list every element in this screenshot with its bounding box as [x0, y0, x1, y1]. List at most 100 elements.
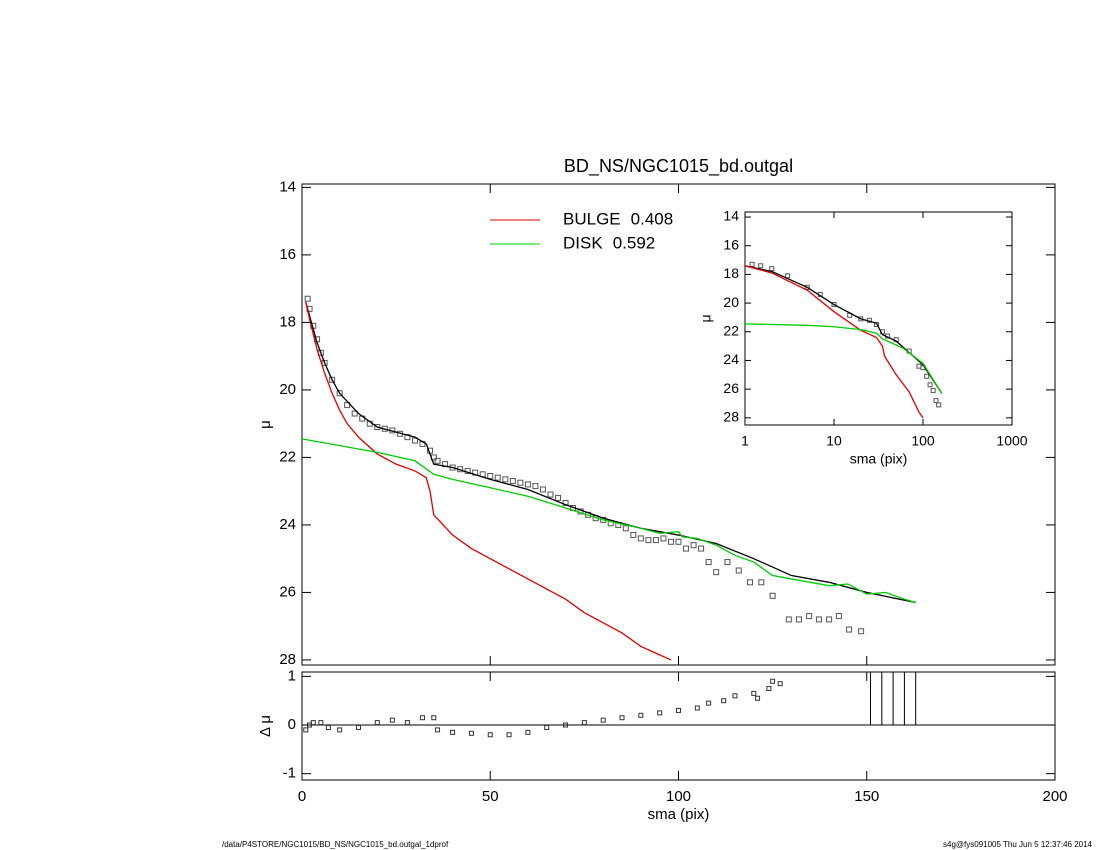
- data-point: [927, 382, 933, 388]
- data-point: [749, 261, 755, 267]
- y-tick-label: 20: [279, 381, 296, 398]
- x-tick-label: 150: [854, 788, 879, 805]
- plot-area: [745, 261, 943, 419]
- data-point: [667, 538, 674, 545]
- model-line: [302, 438, 916, 604]
- data-point: [487, 732, 493, 738]
- data-point: [389, 717, 395, 723]
- data-point: [769, 266, 775, 272]
- data-point: [706, 700, 712, 706]
- legend-value: 0.592: [613, 233, 656, 252]
- data-point: [770, 678, 776, 684]
- data-point: [747, 579, 754, 586]
- data-point: [933, 398, 939, 404]
- plot-area: [302, 295, 916, 661]
- data-point: [419, 715, 425, 721]
- data-point: [563, 722, 569, 728]
- data-point: [450, 729, 456, 735]
- data-point: [304, 295, 311, 302]
- data-point: [303, 727, 309, 733]
- y-tick-label: 22: [279, 448, 296, 465]
- model-line: [305, 301, 672, 661]
- data-point: [435, 727, 441, 733]
- plot-frame: [301, 671, 1056, 781]
- data-point: [310, 720, 316, 726]
- data-point: [815, 616, 822, 623]
- data-point: [337, 727, 343, 733]
- data-point: [858, 628, 865, 635]
- data-point: [724, 559, 731, 566]
- data-point: [675, 538, 682, 545]
- model-line: [745, 323, 943, 394]
- data-point: [846, 626, 853, 633]
- data-point: [637, 535, 644, 542]
- data-point: [936, 402, 942, 408]
- data-point: [468, 730, 474, 736]
- data-point: [698, 545, 705, 552]
- data-point: [509, 478, 516, 485]
- y-axis-label: Δ μ: [257, 715, 274, 737]
- data-point: [544, 724, 550, 730]
- y-tick-label: 24: [279, 516, 296, 533]
- data-point: [555, 494, 562, 501]
- legend-label: BULGE: [563, 209, 621, 228]
- data-point: [657, 710, 663, 716]
- data-point: [758, 579, 765, 586]
- y-tick-label: 1: [288, 667, 296, 684]
- data-point: [660, 535, 667, 542]
- x-tick-label: 0: [298, 788, 306, 805]
- data-point: [777, 681, 783, 687]
- data-point: [751, 690, 757, 696]
- y-tick-label: 24: [723, 351, 739, 367]
- y-tick-label: 14: [723, 208, 739, 224]
- data-point: [831, 302, 837, 308]
- data-point: [581, 720, 587, 726]
- y-tick-label: 0: [288, 716, 296, 733]
- plot-area: [302, 672, 1055, 738]
- x-tick-label: 50: [482, 788, 499, 805]
- x-tick-label: 1: [741, 433, 749, 449]
- data-point: [638, 712, 644, 718]
- data-point: [804, 284, 810, 290]
- data-point: [351, 410, 358, 417]
- data-point: [683, 545, 690, 552]
- data-point: [487, 472, 494, 479]
- chart-title: BD_NS/NGC1015_bd.outgal: [564, 156, 793, 177]
- footer-path: /data/P4STORE/NGC1015/BD_NS/NGC1015_bd.o…: [222, 840, 449, 849]
- data-point: [758, 263, 764, 269]
- data-point: [826, 616, 833, 623]
- legend-value: 0.408: [631, 209, 674, 228]
- data-point: [411, 437, 418, 444]
- footer-stamp: s4g@fys091005 Thu Jun 5 12:37:46 2014: [943, 840, 1093, 849]
- y-tick-label: 22: [723, 322, 739, 338]
- y-tick-label: 16: [279, 246, 296, 263]
- x-tick-label: 10: [826, 433, 842, 449]
- model-line: [305, 301, 916, 604]
- data-point: [721, 698, 727, 704]
- y-axis-label: μ: [257, 420, 274, 429]
- data-point: [318, 720, 324, 726]
- data-point: [321, 359, 328, 366]
- data-point: [532, 483, 539, 490]
- data-point: [619, 715, 625, 721]
- data-point: [735, 567, 742, 574]
- x-axis-label: sma (pix): [648, 806, 710, 823]
- data-point: [755, 695, 761, 701]
- data-point: [506, 732, 512, 738]
- y-tick-label: 20: [723, 294, 739, 310]
- data-point: [732, 693, 738, 699]
- plot-frame: [744, 211, 1013, 426]
- data-point: [431, 715, 437, 721]
- data-point: [434, 457, 441, 464]
- y-tick-label: 28: [279, 651, 296, 668]
- data-point: [600, 717, 606, 723]
- data-point: [690, 542, 697, 549]
- data-point: [524, 481, 531, 488]
- model-line: [745, 265, 943, 394]
- data-point: [766, 686, 772, 692]
- data-point: [930, 388, 936, 394]
- data-point: [795, 616, 802, 623]
- data-point: [325, 724, 331, 730]
- data-point: [404, 720, 410, 726]
